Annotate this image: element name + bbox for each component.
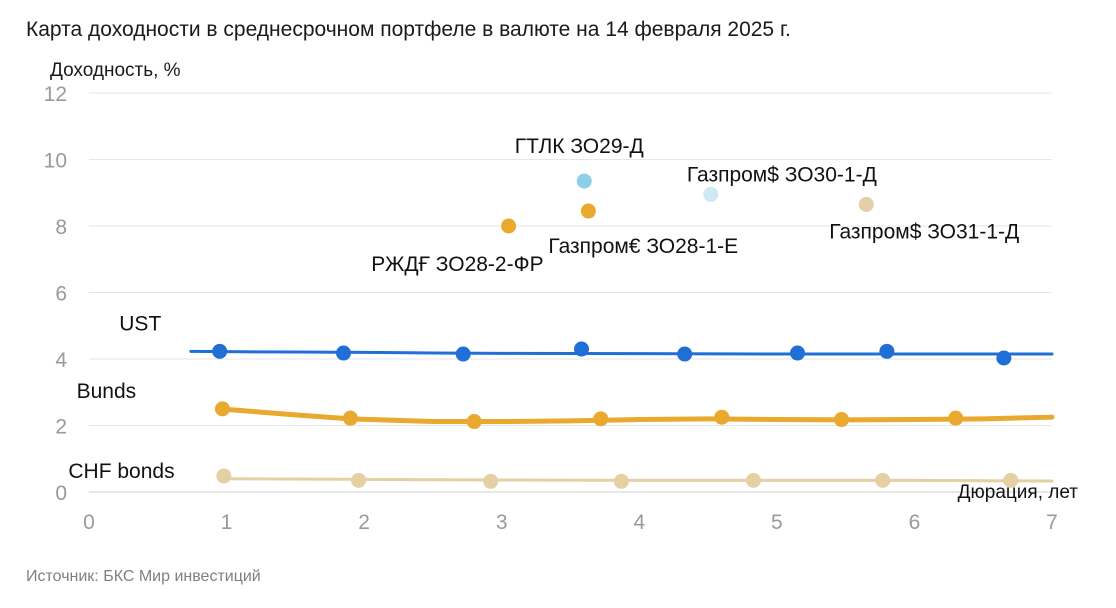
x-tick-labels: 0 1 2 3 4 5 6 7 bbox=[83, 511, 1058, 534]
bond-point-4 bbox=[858, 196, 874, 212]
chart-title: Карта доходности в среднесрочном портфел… bbox=[26, 18, 791, 41]
y-tick-12: 12 bbox=[44, 83, 67, 106]
y-tick-8: 8 bbox=[55, 216, 67, 239]
x-tick-7: 7 bbox=[1046, 511, 1058, 534]
bond-label-1: ГТЛК ЗО29-Д bbox=[515, 135, 644, 158]
chf-bonds-point-6 bbox=[1003, 472, 1019, 488]
bond-point-2 bbox=[580, 203, 596, 219]
bunds-point-2 bbox=[466, 414, 482, 430]
ust-point-3 bbox=[574, 341, 590, 357]
ust-point-2 bbox=[455, 346, 471, 362]
bond-label-4: Газпром$ ЗО31-1-Д bbox=[829, 220, 1019, 243]
chf-bonds-point-3 bbox=[613, 473, 629, 489]
bond-point-0 bbox=[501, 218, 517, 234]
ust-point-0 bbox=[212, 343, 228, 359]
ust-point-1 bbox=[336, 345, 352, 361]
data-points bbox=[212, 173, 1019, 489]
y-tick-2: 2 bbox=[55, 416, 67, 439]
y-tick-6: 6 bbox=[55, 283, 67, 306]
ust-point-7 bbox=[996, 350, 1012, 366]
y-tick-10: 10 bbox=[44, 150, 67, 173]
chf-bonds-point-1 bbox=[351, 472, 367, 488]
chf-bonds-curve bbox=[218, 477, 1054, 483]
ust-curve bbox=[189, 349, 1054, 356]
x-tick-3: 3 bbox=[496, 511, 508, 534]
bond-label-2: Газпром€ ЗО28-1-Е bbox=[548, 235, 738, 258]
bond-point-3 bbox=[703, 186, 719, 202]
chf-bonds-point-0 bbox=[216, 468, 232, 484]
annotations: UST Bunds CHF bonds РЖДҒ ЗО28-2-ФР ГТЛК ЗО29… bbox=[68, 135, 1019, 483]
chf-bonds-point-2 bbox=[483, 473, 499, 489]
bunds-point-0 bbox=[214, 401, 230, 417]
x-tick-4: 4 bbox=[633, 511, 645, 534]
x-tick-6: 6 bbox=[909, 511, 921, 534]
ust-series-label: UST bbox=[119, 313, 161, 336]
y-tick-0: 0 bbox=[55, 482, 67, 505]
ust-point-5 bbox=[789, 345, 805, 361]
chf-bonds-series-label: CHF bonds bbox=[68, 460, 174, 483]
y-tick-labels: 0 2 4 6 8 10 12 bbox=[44, 83, 68, 505]
x-tick-5: 5 bbox=[771, 511, 783, 534]
yield-curves bbox=[189, 349, 1055, 483]
bunds-series-label: Bunds bbox=[77, 380, 137, 403]
bond-label-3: Газпром$ ЗО30-1-Д bbox=[687, 163, 877, 186]
bond-label-0: РЖДҒ ЗО28-2-ФР bbox=[371, 253, 543, 276]
x-tick-1: 1 bbox=[221, 511, 233, 534]
x-tick-2: 2 bbox=[358, 511, 370, 534]
ust-point-6 bbox=[879, 343, 895, 359]
chf-bonds-point-5 bbox=[875, 472, 891, 488]
ust-point-4 bbox=[677, 346, 693, 362]
bunds-point-4 bbox=[714, 409, 730, 425]
bunds-point-6 bbox=[948, 410, 964, 426]
gridlines bbox=[89, 92, 1052, 493]
x-tick-0: 0 bbox=[83, 511, 95, 534]
bunds-point-3 bbox=[593, 411, 609, 427]
source-note: Источник: БКС Мир инвестиций bbox=[26, 568, 261, 585]
y-tick-4: 4 bbox=[55, 349, 67, 372]
bunds-point-1 bbox=[342, 410, 358, 426]
x-axis-title: Дюрация, лет bbox=[958, 482, 1079, 503]
chf-bonds-point-4 bbox=[745, 472, 761, 488]
bond-point-1 bbox=[576, 173, 592, 189]
y-axis-title: Доходность, % bbox=[50, 60, 181, 81]
bunds-point-5 bbox=[834, 412, 850, 428]
